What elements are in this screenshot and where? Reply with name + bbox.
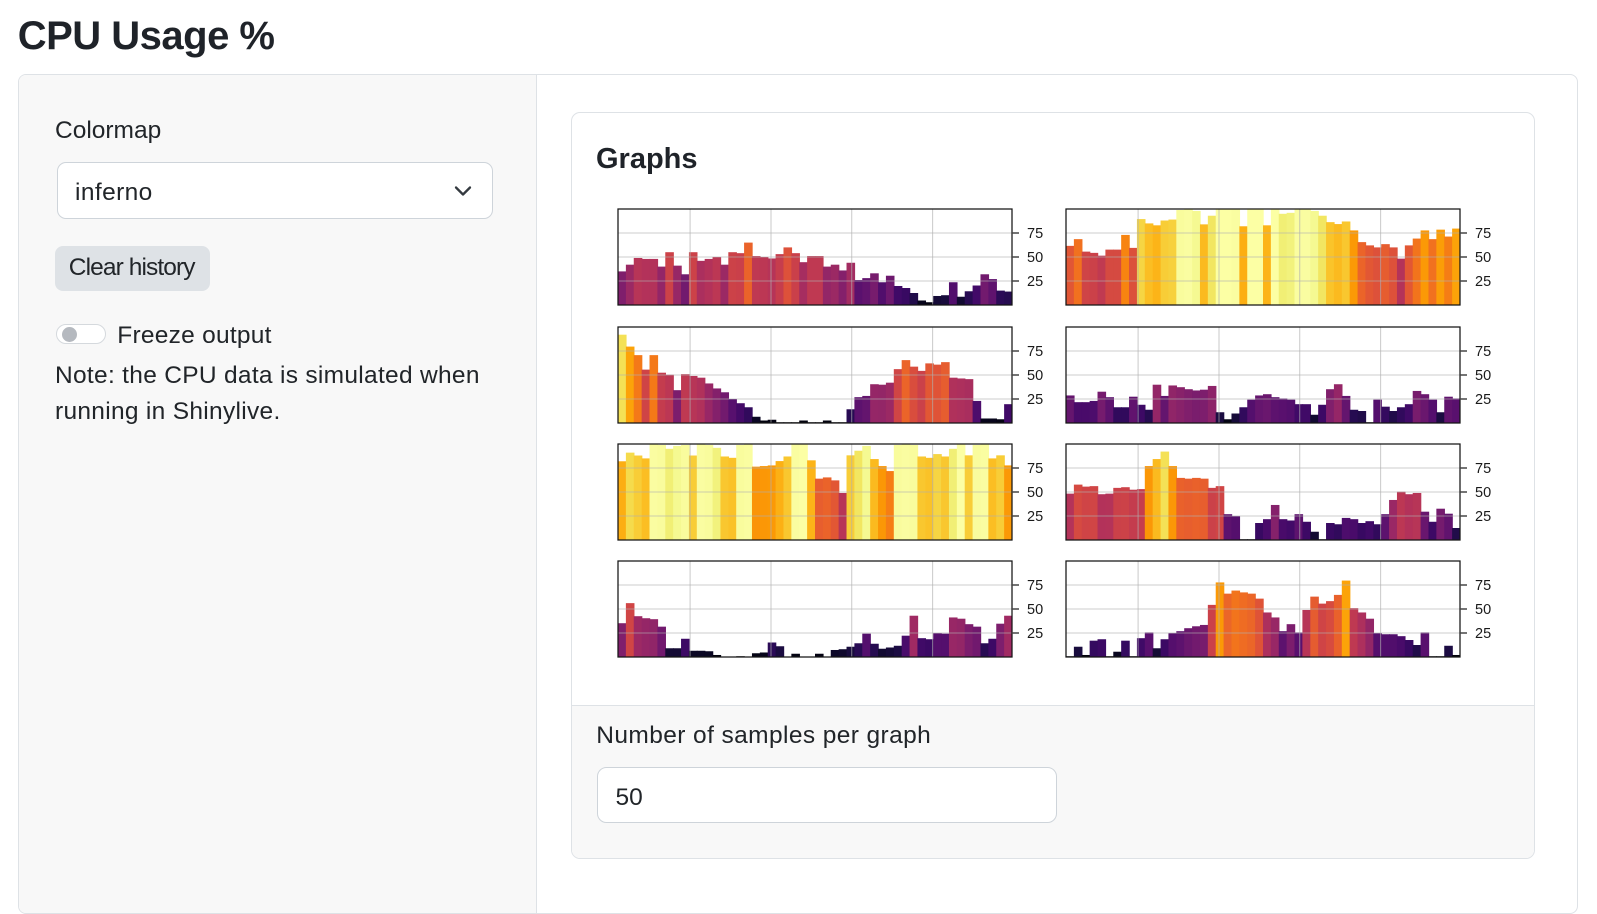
svg-text:75: 75 [1475,578,1491,594]
svg-text:50: 50 [1475,485,1491,501]
svg-text:50: 50 [1475,602,1491,618]
svg-text:75: 75 [1027,578,1043,594]
svg-text:75: 75 [1027,344,1043,360]
svg-text:75: 75 [1027,461,1043,477]
svg-text:25: 25 [1475,275,1491,291]
svg-text:75: 75 [1475,344,1491,360]
svg-text:75: 75 [1475,461,1491,477]
svg-text:50: 50 [1475,251,1491,267]
svg-text:50: 50 [1027,485,1043,501]
svg-text:50: 50 [1475,368,1491,384]
svg-text:25: 25 [1475,509,1491,525]
svg-text:25: 25 [1027,392,1043,408]
svg-text:50: 50 [1027,368,1043,384]
svg-text:75: 75 [1475,227,1491,243]
svg-text:50: 50 [1027,602,1043,618]
svg-text:25: 25 [1475,392,1491,408]
svg-text:25: 25 [1027,275,1043,291]
svg-text:25: 25 [1475,626,1491,642]
svg-text:50: 50 [1027,251,1043,267]
svg-text:75: 75 [1027,227,1043,243]
svg-text:25: 25 [1027,509,1043,525]
svg-text:25: 25 [1027,626,1043,642]
